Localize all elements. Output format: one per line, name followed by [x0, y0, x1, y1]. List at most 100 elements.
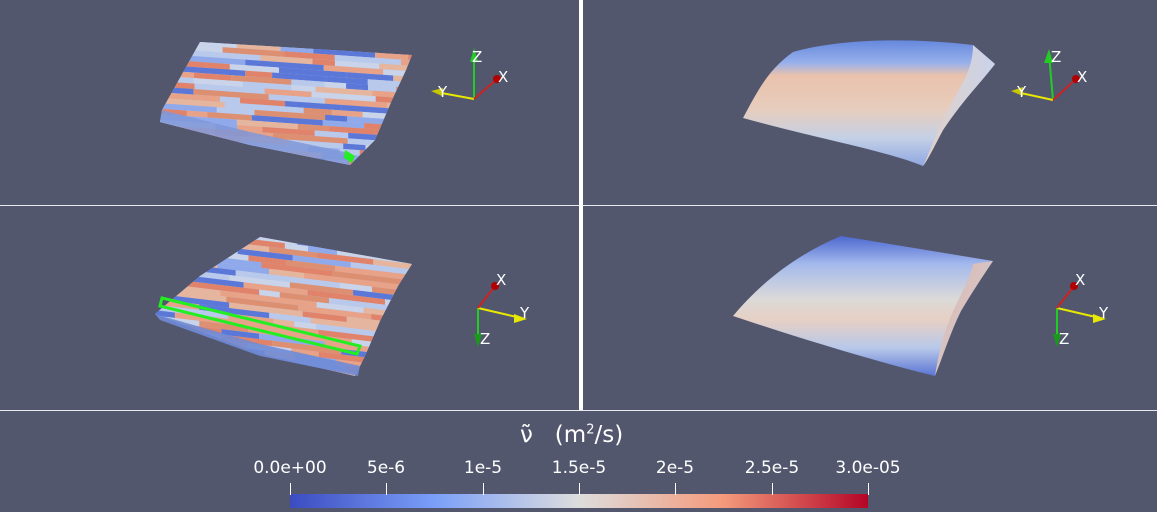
- mesh-cell: [160, 58, 181, 67]
- mesh-cell: [286, 259, 336, 272]
- mesh-cell: [245, 59, 324, 71]
- mesh-cell: [288, 392, 318, 401]
- mesh-cell: [160, 130, 175, 138]
- mesh-cell: [174, 54, 246, 66]
- viewport-top-left[interactable]: Z Y X: [0, 0, 579, 205]
- mesh-cell: [414, 385, 476, 398]
- wing-surface-smooth: [743, 40, 995, 166]
- mesh-cell: [339, 282, 373, 293]
- mesh-cell: [208, 360, 231, 369]
- mesh-cell: [201, 277, 244, 288]
- mesh-cell: [155, 271, 202, 283]
- mesh-cell: [150, 31, 213, 41]
- mesh-cell: [229, 275, 290, 288]
- axis-z-label: Z: [472, 48, 482, 66]
- viewport-bottom-left[interactable]: X Y Z: [0, 206, 579, 410]
- mesh-cell: [424, 249, 448, 257]
- mesh-cell: [155, 359, 195, 370]
- mesh-cell: [372, 242, 412, 255]
- mesh-cell: [424, 298, 485, 311]
- mesh-cell: [199, 144, 245, 154]
- mesh-cell: [191, 380, 254, 393]
- mesh-cell: [329, 42, 361, 46]
- mesh-cell: [298, 305, 372, 320]
- mesh-cell: [284, 51, 335, 61]
- mesh-cell: [373, 259, 412, 273]
- mesh-cell: [429, 315, 462, 324]
- legend-tick-label: 2.5e-5: [744, 458, 800, 478]
- mesh-cell: [347, 116, 394, 126]
- mesh-cell: [155, 348, 200, 360]
- mesh-cell: [365, 145, 406, 154]
- mesh-cell: [294, 321, 317, 330]
- legend-tick-label: 2e-5: [655, 458, 695, 478]
- mesh-cell: [385, 299, 412, 311]
- highlight-row: [158, 296, 362, 356]
- orientation-axes: X Y Z: [474, 271, 530, 348]
- orientation-axes: X Y Z: [1053, 271, 1109, 348]
- mesh-cell: [390, 163, 412, 165]
- mesh-cell: [160, 53, 175, 61]
- mesh-cell: [150, 216, 220, 230]
- mesh-cell: [324, 98, 387, 109]
- mesh-cell: [380, 282, 412, 296]
- mesh-cell: [273, 373, 333, 376]
- mesh-cell: [332, 270, 371, 282]
- mesh-cell: [279, 292, 330, 304]
- mesh-cell: [406, 43, 412, 53]
- mesh-cell: [289, 282, 354, 296]
- mesh-cell: [172, 237, 243, 244]
- wing-trailing-edge: [160, 110, 350, 165]
- mesh-cell: [155, 370, 193, 376]
- mesh-cell: [254, 377, 306, 389]
- view-divider-bottom: [0, 410, 1157, 411]
- mesh-cell: [155, 249, 214, 263]
- mesh-cell: [392, 338, 412, 354]
- axis-x-label: X: [496, 271, 506, 289]
- mesh-cell: [272, 133, 348, 144]
- legend-tick-mark: [868, 483, 869, 495]
- mesh-cell: [284, 243, 309, 252]
- mesh-cell: [335, 265, 409, 280]
- view-divider-vertical[interactable]: [579, 0, 583, 410]
- mesh-cell: [402, 251, 412, 267]
- viewport-bottom-right[interactable]: X Y Z: [583, 206, 1157, 410]
- mesh-cell: [427, 354, 448, 362]
- mesh-cell: [245, 70, 273, 79]
- mesh-cell: [334, 54, 372, 63]
- legend-unit-prefix: (m: [554, 422, 587, 448]
- mesh-cell: [242, 81, 292, 91]
- legend-unit-suffix: /s): [594, 422, 624, 448]
- mesh-cell: [216, 107, 255, 116]
- mesh-cell: [322, 120, 365, 129]
- mesh-cell: [291, 79, 325, 88]
- mesh-cell: [350, 262, 412, 276]
- legend-tick-mark: [772, 483, 773, 495]
- mesh-cell: [155, 337, 196, 348]
- mesh-cell: [231, 75, 292, 85]
- viewport-top-right[interactable]: Z Y X: [583, 0, 1157, 205]
- mesh-cell: [150, 222, 188, 232]
- mesh-cell: [259, 289, 280, 298]
- axis-y-label: Y: [1016, 83, 1027, 101]
- legend-title: ν̃ (m2/s): [520, 422, 623, 448]
- mesh-cell: [379, 63, 412, 73]
- mesh-cell: [237, 42, 282, 46]
- legend-tick-mark: [386, 483, 387, 495]
- mesh-cell: [244, 32, 270, 39]
- mesh-cell: [307, 289, 386, 305]
- mesh-cell: [248, 27, 322, 38]
- mesh-cell: [425, 100, 480, 109]
- legend-tick-label: 5e-6: [366, 458, 406, 478]
- mesh-cell: [224, 102, 304, 114]
- mesh-cell: [360, 42, 407, 49]
- mesh-cell: [207, 112, 252, 121]
- axis-z-label: Z: [480, 330, 490, 348]
- mesh-cell: [254, 388, 288, 398]
- mesh-cell: [307, 42, 330, 44]
- view-divider-horizontal[interactable]: [0, 205, 1157, 206]
- mesh-cell: [155, 353, 209, 367]
- mesh-cell: [252, 371, 274, 376]
- mesh-cell: [194, 29, 244, 38]
- mesh-cell: [418, 325, 439, 333]
